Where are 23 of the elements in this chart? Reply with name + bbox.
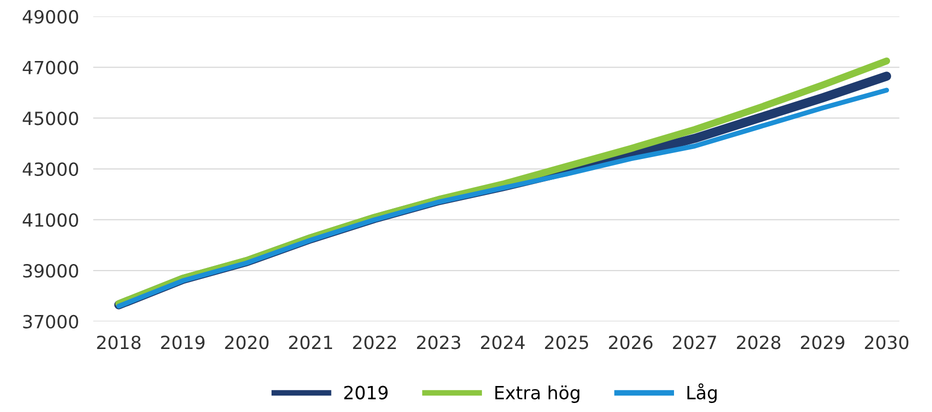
x-tick-label: 2019 <box>161 336 204 350</box>
y-tick-label: 37000 <box>23 314 78 328</box>
x-tick-label: 2024 <box>481 336 525 350</box>
x-tick-label: 2021 <box>289 336 332 350</box>
y-tick-label: 45000 <box>22 112 78 126</box>
x-tick-label: 2026 <box>609 336 652 350</box>
legend-label: Låg <box>687 383 717 403</box>
x-tick-label: 2022 <box>353 336 396 350</box>
y-tick-label: 47000 <box>22 60 78 74</box>
x-tick-label: 2020 <box>225 336 269 350</box>
y-tick-label: 49000 <box>22 10 78 24</box>
y-tick-label: 39000 <box>23 264 78 278</box>
legend-label: Extra hög <box>495 385 580 403</box>
x-tick-label: 2028 <box>736 336 780 350</box>
x-tick-label: 2029 <box>800 336 844 350</box>
x-tick-label: 2027 <box>672 336 716 350</box>
x-tick-label: 2030 <box>864 336 908 350</box>
y-tick-label: 41000 <box>22 213 78 227</box>
x-tick-label: 2025 <box>545 336 588 350</box>
legend-label: 2019 <box>344 386 388 400</box>
x-tick-label: 2023 <box>417 336 460 350</box>
x-tick-label: 2018 <box>97 336 141 350</box>
y-tick-label: 43000 <box>22 162 78 176</box>
